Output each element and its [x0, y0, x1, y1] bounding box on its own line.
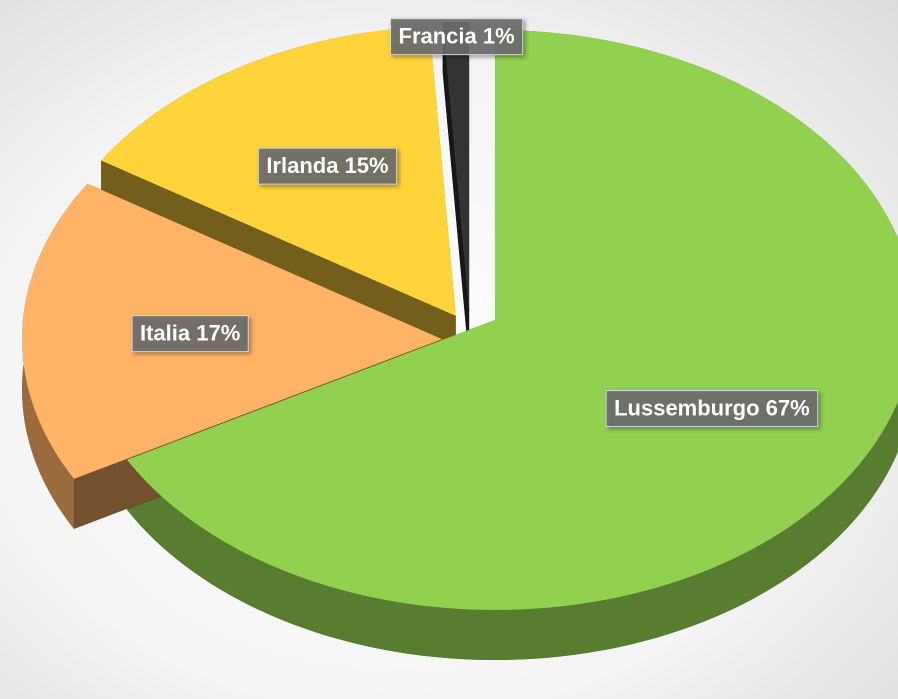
- label-box: [131, 315, 249, 353]
- slice: [126, 30, 898, 610]
- label-text: Irlanda 15%: [266, 153, 388, 178]
- slice: [442, 22, 470, 313]
- label-box: [257, 147, 398, 185]
- data-label: Francia 1%: [390, 18, 524, 56]
- label-text: Italia 17%: [140, 320, 240, 345]
- slice-side: [442, 22, 470, 363]
- data-label: Lussemburgo 67%: [605, 390, 819, 428]
- label-text: Lussemburgo 67%: [614, 395, 810, 420]
- label-box: [605, 390, 819, 428]
- label-text: Francia 1%: [399, 23, 515, 48]
- label-box: [390, 18, 524, 56]
- data-label: Italia 17%: [131, 315, 249, 353]
- data-labels: Lussemburgo 67% Italia 17% Irlanda 15% Fran…: [131, 18, 819, 428]
- data-label: Irlanda 15%: [257, 147, 398, 185]
